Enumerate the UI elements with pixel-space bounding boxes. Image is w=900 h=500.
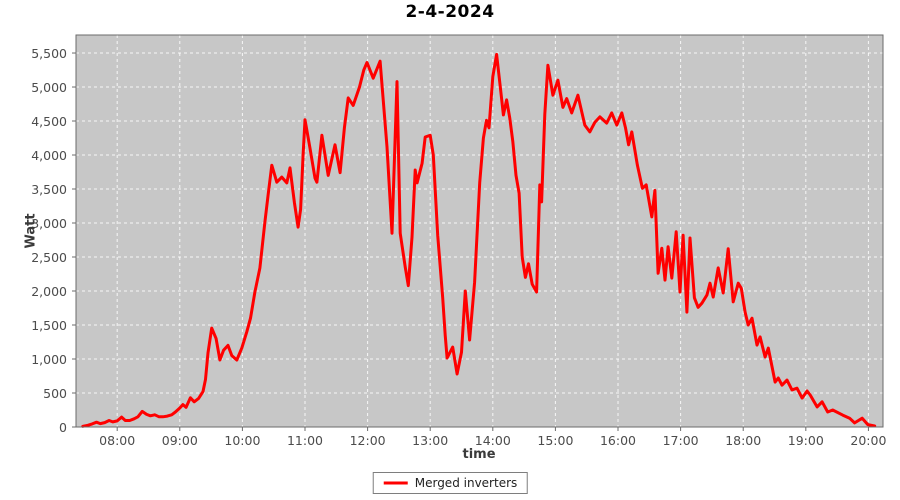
y-tick-label: 0 <box>59 419 67 435</box>
y-tick-label: 3,500 <box>31 181 67 197</box>
x-tick-label: 13:00 <box>412 433 449 448</box>
y-tick-label: 3,000 <box>31 215 67 231</box>
y-axis-title: Watt <box>23 213 39 249</box>
y-tick-label: 1,500 <box>31 317 67 333</box>
legend-series-label: Merged inverters <box>414 476 518 490</box>
legend: Merged inverters <box>372 472 528 494</box>
x-axis-title: time <box>462 447 496 462</box>
x-tick-label: 20:00 <box>850 433 887 448</box>
x-tick-label: 16:00 <box>599 433 637 448</box>
y-tick-label: 4,000 <box>31 147 67 163</box>
x-tick-label: 19:00 <box>787 433 824 448</box>
plot-background <box>76 35 883 427</box>
y-tick-label: 4,500 <box>31 113 67 129</box>
y-tick-label: 1,000 <box>31 351 67 367</box>
x-tick-label: 14:00 <box>474 433 511 448</box>
x-tick-label: 11:00 <box>286 433 323 448</box>
series-line <box>81 52 877 428</box>
y-tick-label: 5,500 <box>31 45 67 61</box>
x-tick-label: 18:00 <box>725 433 762 448</box>
y-tick-label: 2,500 <box>31 249 67 265</box>
y-tick-label: 500 <box>43 385 67 401</box>
legend-line-icon <box>383 481 408 485</box>
x-tick-label: 15:00 <box>537 433 574 448</box>
plot-border <box>75 34 884 428</box>
x-tick-label: 12:00 <box>349 433 386 448</box>
x-tick-label: 17:00 <box>662 433 699 448</box>
y-tick-label: 5,000 <box>31 79 67 95</box>
x-tick-label: 08:00 <box>99 433 136 448</box>
y-tick-label: 2,000 <box>31 283 67 299</box>
x-tick-label: 10:00 <box>224 433 261 448</box>
x-tick-label: 09:00 <box>161 433 198 448</box>
chart-title: 2-4-2024 <box>405 2 495 22</box>
